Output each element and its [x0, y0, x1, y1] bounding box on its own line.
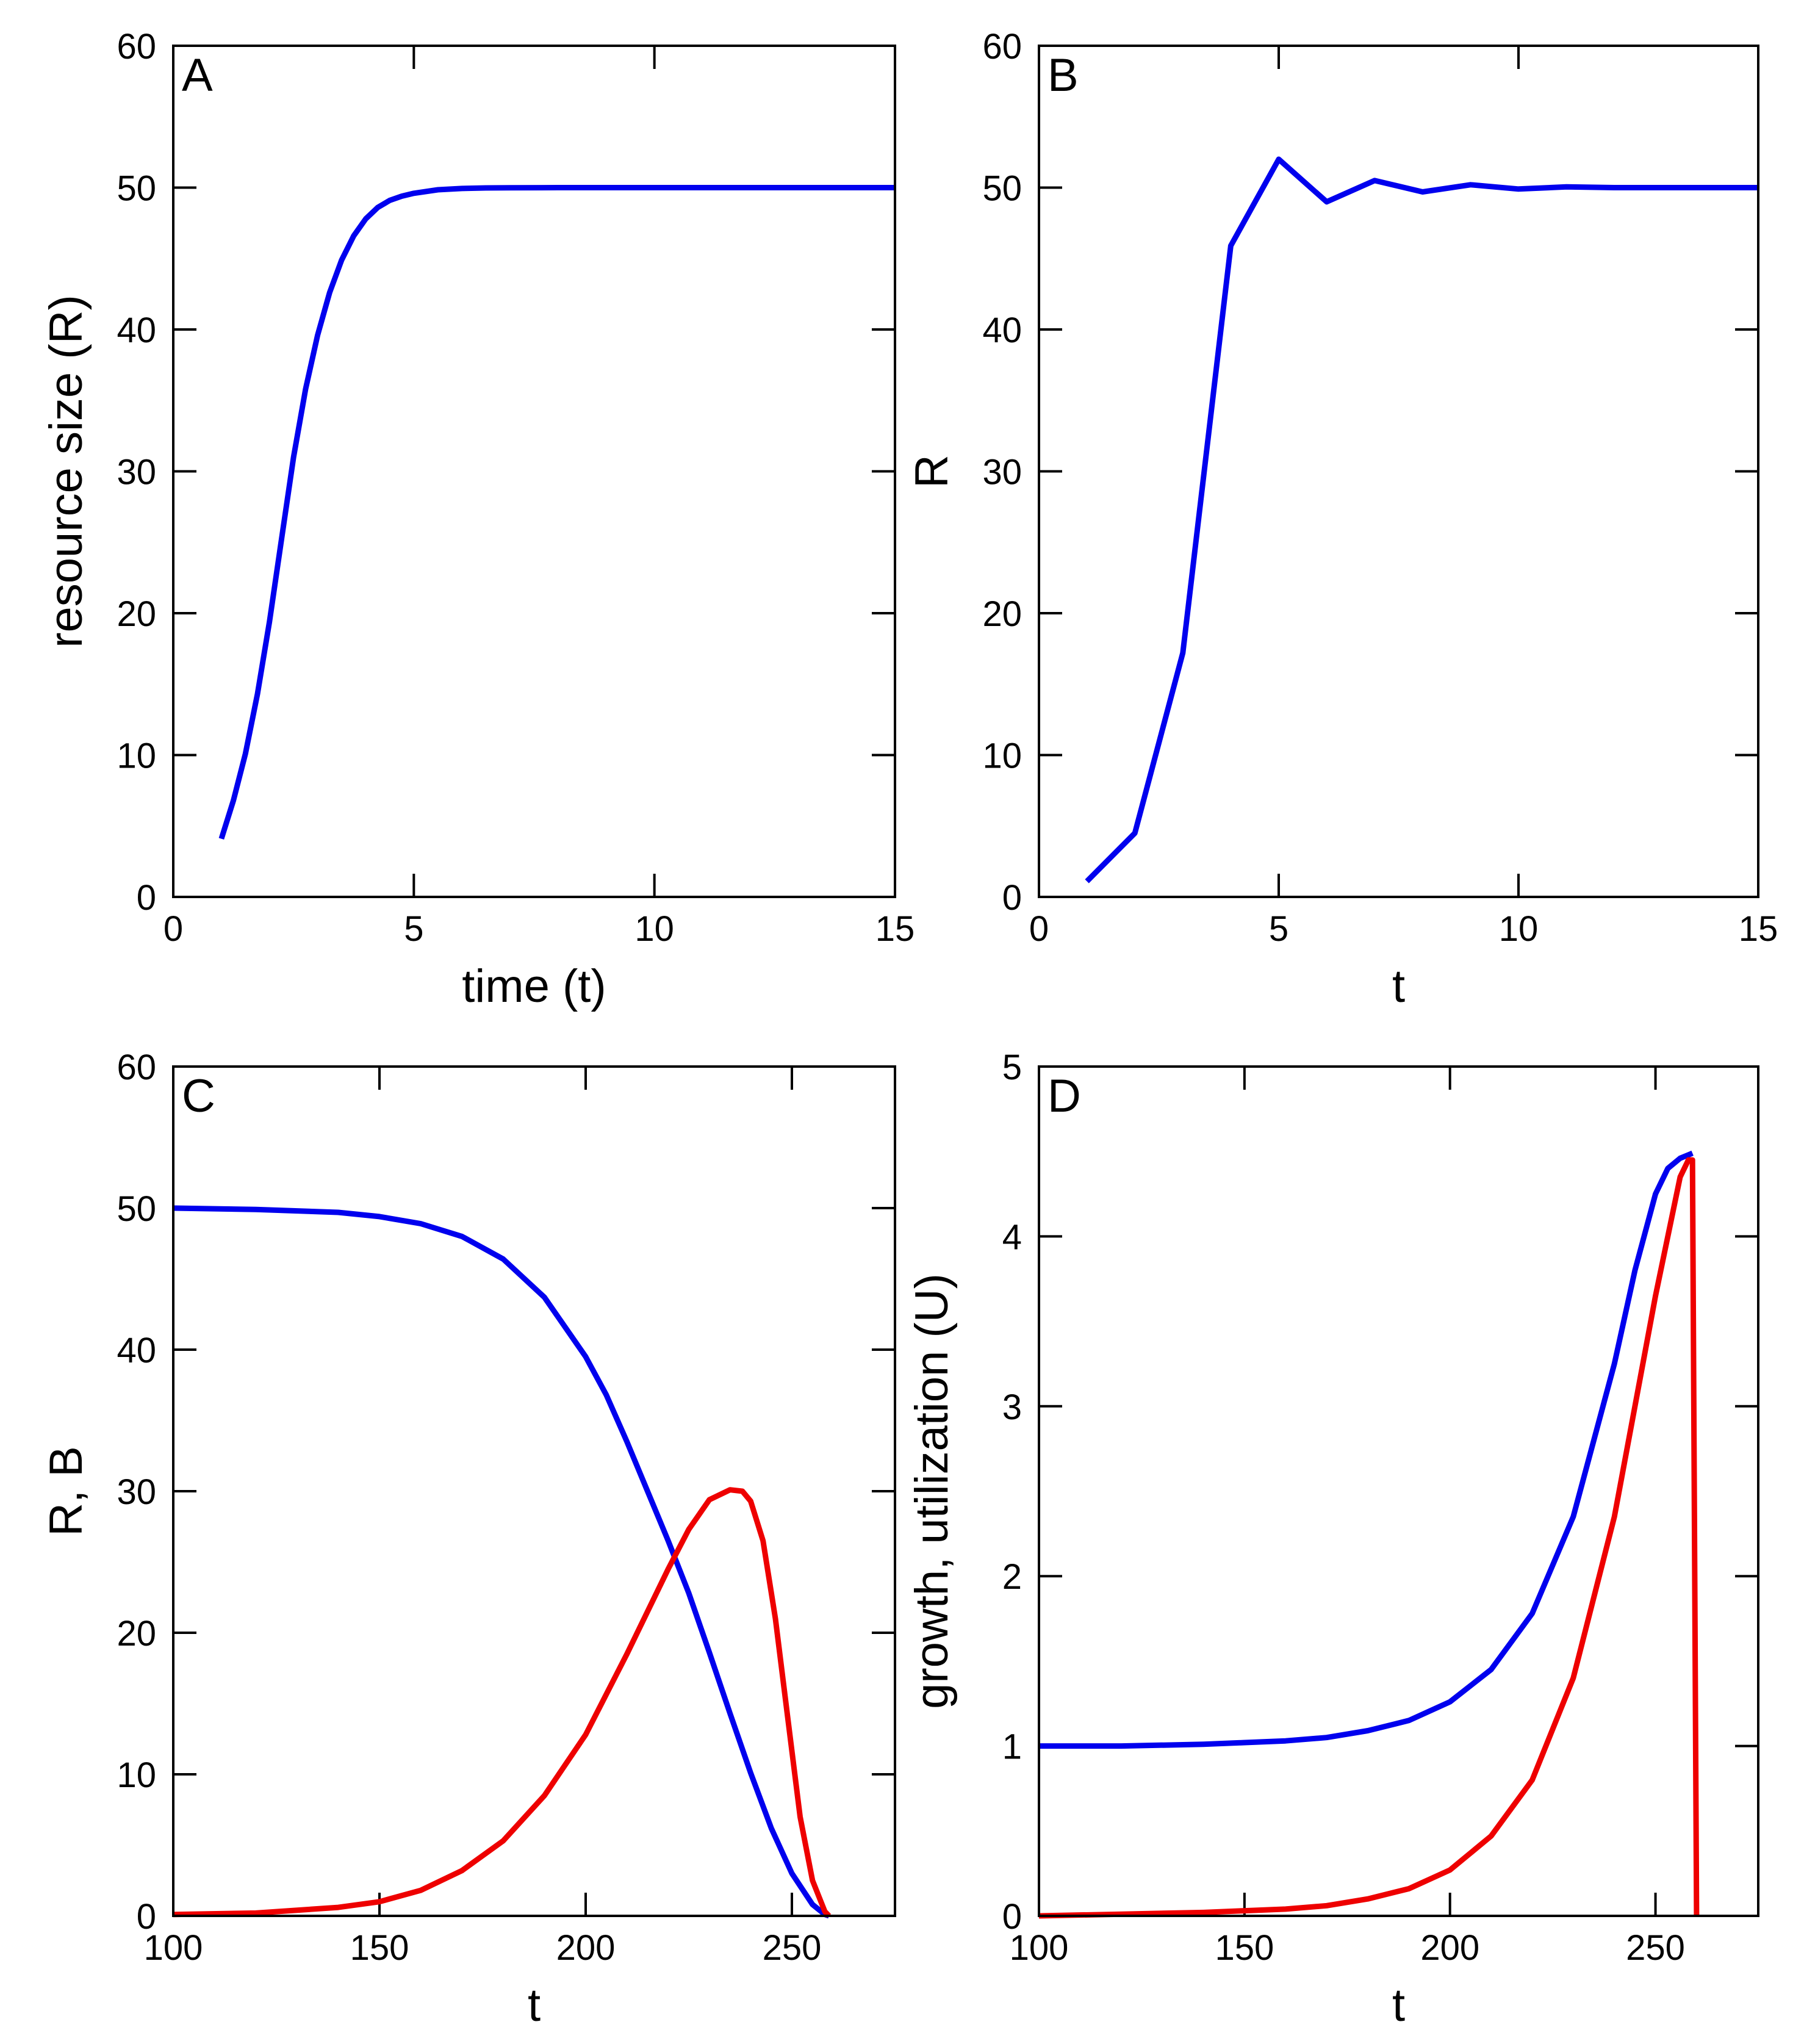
panel-b-x-tick-label: 5 — [1269, 909, 1288, 949]
panel-b-y-label: R — [906, 455, 958, 488]
panel-a-y-tick-label: 60 — [117, 27, 156, 67]
panel-b-plot-area — [1085, 156, 1758, 883]
panel-c-y-tick-label: 0 — [137, 1897, 156, 1937]
panel-b-ticks — [1039, 46, 1758, 897]
panel-d-frame — [1038, 1065, 1759, 1917]
panel-b-y-tick-label: 60 — [982, 27, 1022, 67]
panel-d-y-tick-label: 0 — [1002, 1897, 1022, 1937]
panel-d-y-tick-label: 2 — [1002, 1557, 1022, 1597]
panel-a-x-tick-label: 0 — [164, 909, 183, 949]
panel-d-y-tick-label: 3 — [1002, 1387, 1022, 1427]
panel-d: 100 150 200 250 0 1 2 3 4 5 D t growth, utilizati… — [906, 1048, 1759, 2031]
panel-c-y-tick-label: 50 — [117, 1189, 156, 1229]
panel-c-x-tick-label: 200 — [556, 1928, 616, 1968]
panel-a-x-label: time (t) — [462, 960, 606, 1012]
panel-b-y-tick-label: 40 — [982, 311, 1022, 350]
panel-b-frame — [1038, 45, 1759, 898]
panel-c-y-tick-label: 40 — [117, 1331, 156, 1370]
panel-d-x-tick-label: 100 — [1010, 1928, 1069, 1968]
panel-c-frame — [172, 1065, 896, 1917]
panel-c-series-1-line — [173, 1487, 832, 1918]
panel-d-x-label: t — [1392, 1979, 1405, 2031]
panel-c-x-label: t — [528, 1979, 541, 2031]
panel-a: 0 5 10 15 0 10 20 30 40 50 60 A time (t) resource … — [40, 27, 915, 1012]
panel-a-plot-area — [218, 185, 895, 840]
panel-c-tick-labels: 100 150 200 250 0 10 20 30 40 50 60 — [117, 1048, 821, 1968]
panel-d-y-tick-label: 1 — [1002, 1727, 1022, 1767]
panel-d-series-0-line — [1039, 1150, 1694, 1749]
panel-b-y-tick-label: 30 — [982, 453, 1022, 492]
panel-a-y-tick-label: 20 — [117, 594, 156, 634]
panel-c-y-tick-label: 30 — [117, 1472, 156, 1512]
panel-d-y-tick-label: 4 — [1002, 1217, 1022, 1257]
panel-b-x-tick-label: 0 — [1029, 909, 1049, 949]
panel-d-letter: D — [1048, 1070, 1081, 1122]
panel-a-y-tick-label: 40 — [117, 311, 156, 350]
panel-c-x-tick-label: 100 — [144, 1928, 203, 1968]
panel-c-x-tick-label: 250 — [763, 1928, 822, 1968]
panel-c-letter: C — [182, 1070, 215, 1122]
panel-b-y-tick-label: 0 — [1002, 878, 1022, 918]
panel-d-x-tick-label: 200 — [1420, 1928, 1479, 1968]
panel-a-tick-labels: 0 5 10 15 0 10 20 30 40 50 60 — [117, 27, 915, 949]
panel-d-y-tick-label: 5 — [1002, 1048, 1022, 1087]
panel-c-plot-area — [173, 1205, 832, 1919]
panel-d-x-tick-label: 250 — [1626, 1928, 1685, 1968]
panel-b-x-tick-label: 15 — [1739, 909, 1778, 949]
panel-b: 0 5 10 15 0 10 20 30 40 50 60 B t R — [906, 27, 1778, 1012]
panel-a-y-label: resource size (R) — [40, 295, 92, 648]
panel-a-frame — [172, 45, 896, 898]
panel-d-plot-area — [1038, 1150, 1700, 1919]
panel-d-tick-labels: 100 150 200 250 0 1 2 3 4 5 — [1002, 1048, 1685, 1968]
panel-b-x-label: t — [1392, 960, 1405, 1012]
panel-b-y-tick-label: 20 — [982, 594, 1022, 634]
panel-d-y-label: growth, utilization (U) — [906, 1273, 958, 1709]
panel-b-x-tick-label: 10 — [1499, 909, 1539, 949]
panel-b-letter: B — [1048, 49, 1079, 101]
panel-a-x-tick-label: 10 — [634, 909, 674, 949]
panel-c-y-tick-label: 20 — [117, 1614, 156, 1654]
panel-d-series-1-line — [1038, 1157, 1700, 1919]
panel-c-y-label: R, B — [40, 1446, 92, 1536]
panel-c-series-0-line — [173, 1205, 830, 1919]
panel-b-series-0-line — [1085, 156, 1758, 883]
panel-a-y-tick-label: 0 — [137, 878, 156, 918]
panel-c-y-tick-label: 60 — [117, 1048, 156, 1087]
panel-a-letter: A — [182, 49, 213, 101]
panel-a-x-tick-label: 15 — [875, 909, 915, 949]
panel-c-x-tick-label: 150 — [350, 1928, 409, 1968]
panel-a-y-tick-label: 30 — [117, 453, 156, 492]
panel-b-tick-labels: 0 5 10 15 0 10 20 30 40 50 60 — [982, 27, 1778, 949]
panel-a-series-0-line — [218, 185, 895, 840]
panel-a-x-tick-label: 5 — [404, 909, 423, 949]
panel-d-x-tick-label: 150 — [1215, 1928, 1274, 1968]
panel-b-y-tick-label: 50 — [982, 169, 1022, 209]
panel-c-y-tick-label: 10 — [117, 1755, 156, 1795]
panel-b-y-tick-label: 10 — [982, 736, 1022, 776]
panel-a-y-tick-label: 50 — [117, 169, 156, 209]
panel-a-y-tick-label: 10 — [117, 736, 156, 776]
panel-c: 100 150 200 250 0 10 20 30 40 50 60 C t R, B — [40, 1048, 896, 2031]
